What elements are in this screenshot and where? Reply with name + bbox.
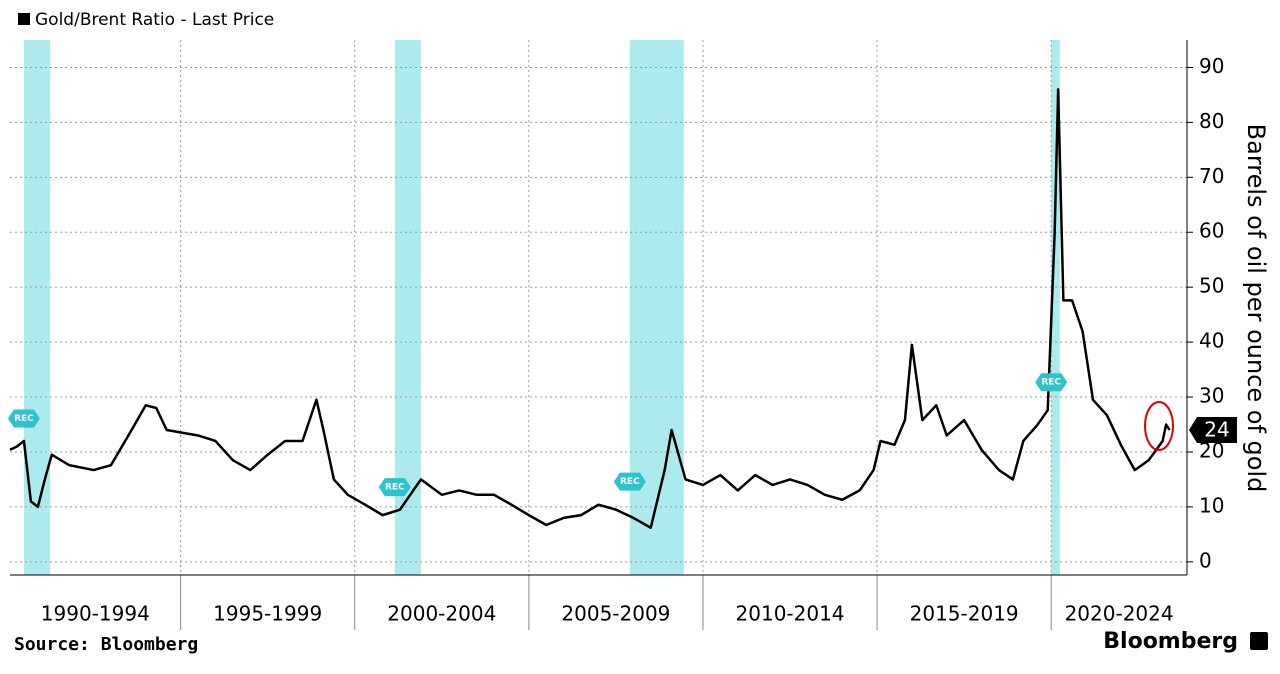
chart-title: Gold/Brent Ratio - Last Price <box>35 10 274 30</box>
y-axis-title: Barrels of oil per ounce of gold <box>1242 124 1270 493</box>
x-group-label: 2005-2009 <box>561 602 670 626</box>
y-tick-label: 30 <box>1199 384 1224 408</box>
x-group-label: 2020-2024 <box>1065 602 1174 626</box>
x-group-label: 2015-2019 <box>910 602 1019 626</box>
recession-tag-label: REC <box>385 483 405 493</box>
recession-tag-label: REC <box>14 414 34 424</box>
recession-tag <box>7 409 40 428</box>
recession-tag-label: REC <box>620 477 640 487</box>
y-tick-label: 90 <box>1199 54 1224 78</box>
y-tick-label: 60 <box>1199 219 1224 243</box>
x-group-label: 2000-2004 <box>387 602 496 626</box>
last-price-tag <box>1189 416 1237 443</box>
y-tick-label: 80 <box>1199 109 1224 133</box>
brand-icon <box>1250 632 1268 650</box>
recession-tag <box>1035 373 1068 392</box>
x-group-label: 1990-1994 <box>41 602 150 626</box>
recession-tag <box>378 478 411 497</box>
brand: Bloomberg <box>1103 629 1238 654</box>
recession-tag <box>613 472 646 491</box>
legend-swatch <box>18 13 30 25</box>
x-group-label: 2010-2014 <box>736 602 845 626</box>
recession-band <box>23 40 51 575</box>
y-tick-label: 50 <box>1199 274 1224 298</box>
source: Source: Bloomberg <box>14 634 198 655</box>
highlight-circle <box>1144 401 1174 451</box>
x-group-label: 1995-1999 <box>213 602 322 626</box>
y-tick-label: 40 <box>1199 329 1224 353</box>
recession-tag-label: REC <box>1041 378 1061 388</box>
y-tick-label: 70 <box>1199 164 1224 188</box>
recession-band <box>1051 40 1060 575</box>
recession-band <box>629 40 684 575</box>
series-line <box>9 88 1171 530</box>
last-price-label: 24 <box>1204 417 1229 441</box>
y-tick-label: 10 <box>1199 493 1224 517</box>
y-tick-label: 0 <box>1199 548 1212 572</box>
